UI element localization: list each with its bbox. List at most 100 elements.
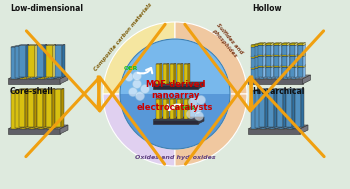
Polygon shape: [275, 43, 278, 46]
Polygon shape: [298, 67, 303, 77]
Polygon shape: [270, 89, 273, 128]
Polygon shape: [279, 43, 286, 44]
Polygon shape: [263, 45, 266, 55]
Polygon shape: [51, 45, 61, 46]
FancyArrowPatch shape: [168, 105, 182, 110]
Polygon shape: [188, 98, 190, 119]
Polygon shape: [33, 45, 43, 46]
Polygon shape: [177, 64, 181, 84]
Polygon shape: [267, 45, 272, 47]
Polygon shape: [264, 46, 266, 57]
Circle shape: [128, 88, 138, 97]
Polygon shape: [298, 54, 303, 56]
Polygon shape: [259, 88, 268, 89]
Polygon shape: [256, 66, 259, 69]
Polygon shape: [298, 43, 303, 45]
Polygon shape: [42, 45, 52, 46]
Polygon shape: [262, 57, 267, 67]
Polygon shape: [273, 90, 279, 128]
Polygon shape: [163, 64, 167, 84]
Polygon shape: [19, 88, 28, 89]
Polygon shape: [297, 89, 300, 128]
Polygon shape: [163, 63, 169, 64]
Polygon shape: [290, 65, 295, 67]
Polygon shape: [290, 56, 295, 66]
Polygon shape: [258, 65, 263, 67]
Polygon shape: [33, 89, 42, 90]
Polygon shape: [272, 46, 274, 57]
Polygon shape: [280, 44, 282, 47]
Polygon shape: [11, 91, 17, 129]
Polygon shape: [38, 91, 44, 129]
Polygon shape: [177, 99, 181, 119]
Polygon shape: [259, 54, 262, 57]
Polygon shape: [55, 44, 65, 45]
Polygon shape: [248, 79, 302, 84]
Text: Oxides and hydroxides: Oxides and hydroxides: [135, 154, 215, 160]
Polygon shape: [268, 88, 277, 89]
Polygon shape: [251, 58, 256, 68]
Polygon shape: [263, 56, 266, 66]
Polygon shape: [295, 54, 298, 56]
Polygon shape: [284, 65, 286, 68]
Polygon shape: [280, 68, 282, 79]
Polygon shape: [275, 45, 280, 47]
Polygon shape: [290, 45, 295, 55]
Polygon shape: [259, 66, 266, 67]
Polygon shape: [8, 79, 60, 84]
Text: MOF-derived
nanoarray
electrocatalysts: MOF-derived nanoarray electrocatalysts: [137, 80, 213, 112]
Polygon shape: [251, 91, 257, 129]
Polygon shape: [259, 68, 266, 69]
Polygon shape: [287, 45, 289, 55]
Polygon shape: [286, 88, 295, 89]
Polygon shape: [37, 44, 47, 45]
Polygon shape: [275, 56, 280, 58]
Polygon shape: [251, 68, 259, 69]
Polygon shape: [300, 54, 302, 57]
Polygon shape: [287, 66, 292, 68]
Polygon shape: [279, 43, 281, 45]
Polygon shape: [267, 44, 274, 45]
Polygon shape: [262, 55, 267, 57]
Wedge shape: [103, 94, 175, 166]
Polygon shape: [294, 65, 302, 66]
Polygon shape: [278, 91, 284, 129]
Polygon shape: [259, 89, 265, 127]
Polygon shape: [263, 54, 266, 56]
Polygon shape: [295, 65, 298, 67]
Polygon shape: [288, 68, 290, 79]
Polygon shape: [51, 89, 60, 90]
Polygon shape: [303, 67, 306, 77]
Polygon shape: [275, 55, 282, 56]
Polygon shape: [266, 90, 269, 129]
Polygon shape: [177, 63, 183, 64]
Polygon shape: [267, 68, 274, 69]
Polygon shape: [264, 55, 266, 58]
Polygon shape: [282, 45, 287, 55]
Polygon shape: [287, 68, 292, 78]
Polygon shape: [294, 66, 300, 68]
Polygon shape: [153, 82, 204, 85]
Polygon shape: [259, 57, 266, 58]
Polygon shape: [292, 54, 294, 57]
Polygon shape: [259, 56, 264, 58]
Polygon shape: [284, 90, 287, 129]
Polygon shape: [19, 89, 25, 127]
Polygon shape: [267, 69, 272, 79]
Text: Hollow: Hollow: [252, 4, 281, 13]
Polygon shape: [35, 90, 38, 129]
Polygon shape: [55, 45, 62, 77]
Polygon shape: [54, 46, 57, 79]
Polygon shape: [264, 44, 266, 47]
Polygon shape: [283, 56, 288, 58]
Polygon shape: [60, 125, 68, 134]
Polygon shape: [283, 58, 288, 68]
Polygon shape: [254, 57, 259, 67]
Polygon shape: [174, 98, 176, 119]
Polygon shape: [174, 63, 176, 84]
Polygon shape: [283, 46, 290, 47]
Polygon shape: [294, 55, 300, 57]
Polygon shape: [29, 90, 38, 91]
Polygon shape: [262, 68, 267, 78]
Polygon shape: [292, 67, 294, 78]
